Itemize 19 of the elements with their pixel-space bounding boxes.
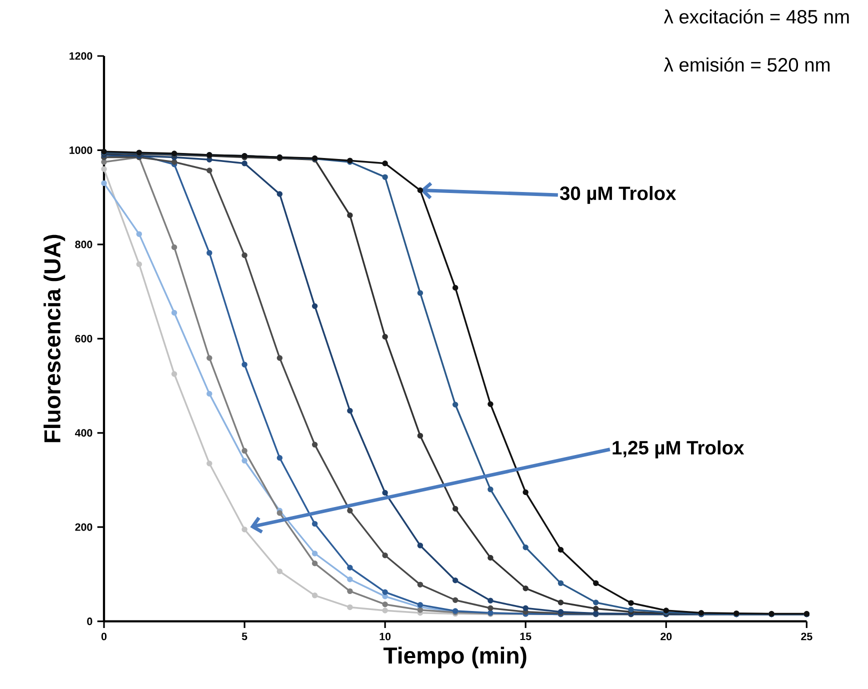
annotation: λ emisión = 520 nm xyxy=(664,57,830,72)
text: λ excitación = 485 nm xyxy=(664,9,849,24)
y-tick-label: 800 xyxy=(75,240,92,248)
x-tick-label: 25 xyxy=(801,632,812,640)
y-tick-label: 1000 xyxy=(70,146,92,154)
y-axis-title: Fluorescencia (UA) xyxy=(44,234,66,442)
annotation: 1,25 µM Trolox xyxy=(612,440,744,458)
y-tick-label: 0 xyxy=(87,617,92,625)
x-tick-label: 20 xyxy=(660,632,672,640)
x-tick-label: 10 xyxy=(380,632,391,640)
y-tick-label: 1200 xyxy=(70,52,92,60)
y-tick-label: 600 xyxy=(75,334,92,342)
y-tick-label: 400 xyxy=(74,428,92,437)
y-tick-label: 200 xyxy=(75,523,92,531)
annotation: 30 µM Trolox xyxy=(560,186,676,204)
x-axis-title: Tiempo (min) xyxy=(383,646,526,668)
x-tick-label: 0 xyxy=(101,632,107,640)
x-tick-label: 15 xyxy=(520,632,532,640)
x-tick-label: 5 xyxy=(242,632,248,640)
